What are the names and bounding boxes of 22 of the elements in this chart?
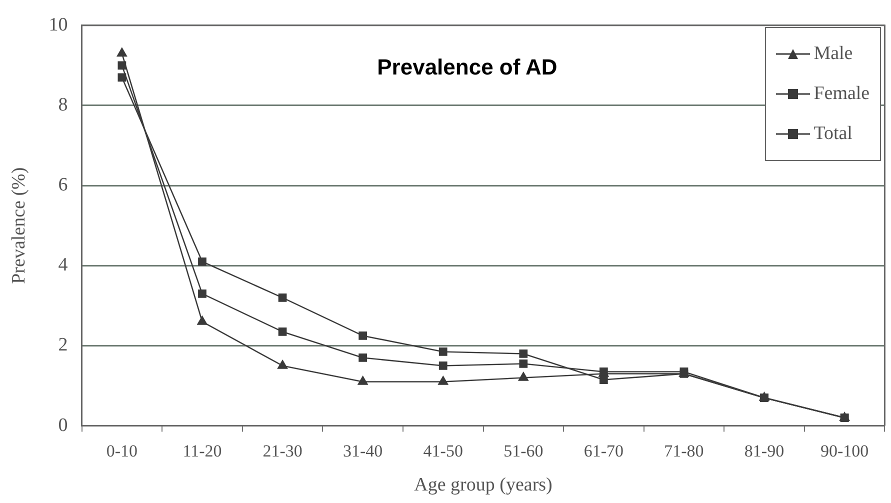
x-tick-label: 11-20 xyxy=(182,441,222,460)
x-tick-label: 71-80 xyxy=(664,441,704,460)
legend-label: Male xyxy=(814,43,853,66)
legend-label: Total xyxy=(814,123,852,146)
x-tick-label: 51-60 xyxy=(504,441,544,460)
x-tick-label: 41-50 xyxy=(423,441,463,460)
x-tick-label: 81-90 xyxy=(744,441,784,460)
x-tick-label: 31-40 xyxy=(342,441,383,460)
y-tick-label: 2 xyxy=(58,334,68,356)
text: Prevalence of AD xyxy=(377,54,558,80)
y-tick-label: 8 xyxy=(58,94,68,116)
y-tick-label: 0 xyxy=(58,414,68,436)
x-tick-label: 90-100 xyxy=(820,441,869,460)
x-tick-label: 21-30 xyxy=(262,441,302,460)
x-tick-label: 0-10 xyxy=(106,441,138,460)
y-tick-label: 6 xyxy=(58,174,68,196)
x-tick-label: 61-70 xyxy=(584,441,624,460)
y-tick-label: 10 xyxy=(48,14,68,36)
y-tick-label: 4 xyxy=(58,254,68,276)
x-axis-title: Age group (years) xyxy=(414,474,552,496)
y-axis-title: Prevalence (%) xyxy=(8,167,30,284)
legend-label: Female xyxy=(814,83,870,106)
